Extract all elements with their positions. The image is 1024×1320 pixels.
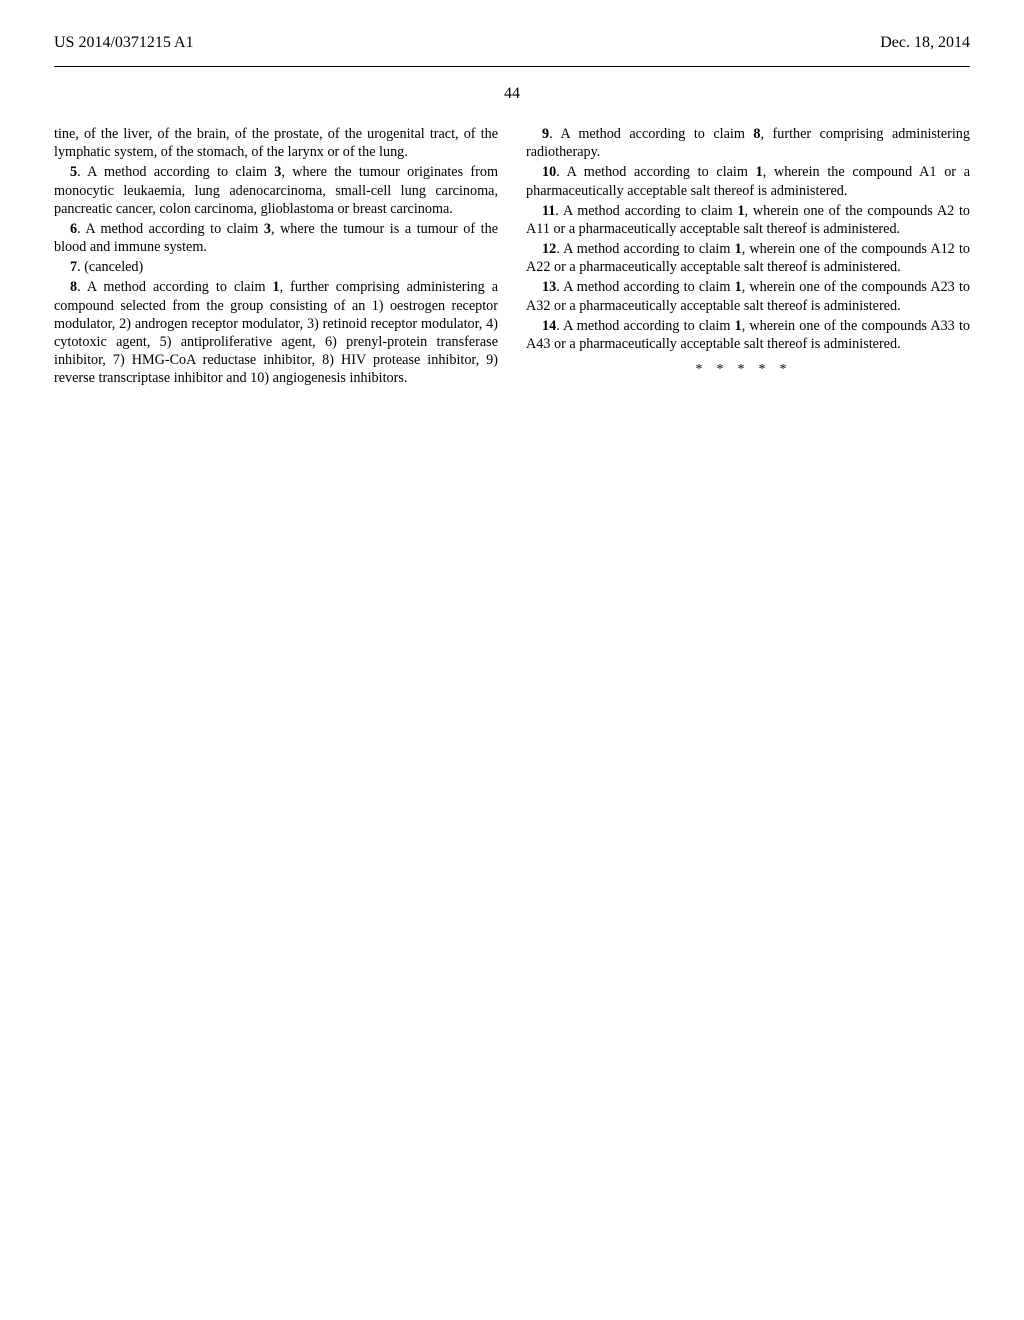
claim-8: 8. A method according to claim 1, furthe… bbox=[54, 278, 498, 387]
claim-text: . A method according to claim bbox=[549, 126, 753, 142]
claim-7: 7. (canceled) bbox=[54, 258, 498, 276]
claim-text: . A method according to claim bbox=[556, 241, 734, 257]
claim-10: 10. A method according to claim 1, where… bbox=[526, 163, 970, 199]
claim-text: . A method according to claim bbox=[77, 279, 272, 295]
claim-text: . A method according to claim bbox=[555, 203, 737, 219]
claim-9: 9. A method according to claim 8, furthe… bbox=[526, 125, 970, 161]
claim-5: 5. A method according to claim 3, where … bbox=[54, 163, 498, 218]
publication-number: US 2014/0371215 A1 bbox=[54, 34, 194, 52]
claim-14: 14. A method according to claim 1, where… bbox=[526, 317, 970, 353]
claim-11: 11. A method according to claim 1, where… bbox=[526, 202, 970, 238]
claim-tail: , further comprising administering a com… bbox=[54, 279, 498, 386]
claim-text: . A method according to claim bbox=[556, 318, 734, 334]
claim-ref: 1 bbox=[735, 241, 742, 257]
claim-13: 13. A method according to claim 1, where… bbox=[526, 278, 970, 314]
text-columns: tine, of the liver, of the brain, of the… bbox=[0, 125, 1024, 389]
claim-text: . A method according to claim bbox=[556, 279, 734, 295]
claim-ref: 3 bbox=[264, 221, 271, 237]
claim-text: . (canceled) bbox=[77, 259, 143, 275]
claim-text: . A method according to claim bbox=[77, 164, 274, 180]
claim-text: . A method according to claim bbox=[77, 221, 264, 237]
claim-ref: 1 bbox=[756, 164, 763, 180]
claim-number: 11 bbox=[542, 203, 555, 219]
header-rule bbox=[54, 66, 970, 67]
claim-number: 10 bbox=[542, 164, 556, 180]
claim-number: 14 bbox=[542, 318, 556, 334]
claim-ref: 1 bbox=[735, 279, 742, 295]
claim-ref: 1 bbox=[273, 279, 280, 295]
carryover-paragraph: tine, of the liver, of the brain, of the… bbox=[54, 125, 498, 161]
left-column: tine, of the liver, of the brain, of the… bbox=[54, 125, 498, 389]
claim-6: 6. A method according to claim 3, where … bbox=[54, 220, 498, 256]
claim-12: 12. A method according to claim 1, where… bbox=[526, 240, 970, 276]
page-number: 44 bbox=[0, 85, 1024, 103]
end-marker: ***** bbox=[526, 361, 970, 379]
claim-number: 13 bbox=[542, 279, 556, 295]
claim-text: . A method according to claim bbox=[556, 164, 755, 180]
claim-number: 12 bbox=[542, 241, 556, 257]
claim-ref: 1 bbox=[735, 318, 742, 334]
right-column: 9. A method according to claim 8, furthe… bbox=[526, 125, 970, 389]
publication-date: Dec. 18, 2014 bbox=[880, 34, 970, 52]
page-header: US 2014/0371215 A1 Dec. 18, 2014 bbox=[0, 0, 1024, 60]
claim-ref: 1 bbox=[737, 203, 744, 219]
